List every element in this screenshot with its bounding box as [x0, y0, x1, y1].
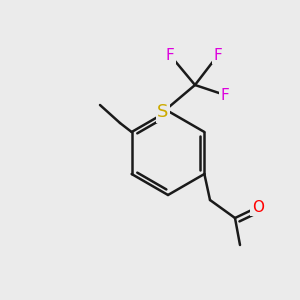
Text: F: F: [166, 47, 174, 62]
Text: F: F: [214, 47, 222, 62]
Text: S: S: [157, 103, 169, 121]
Text: O: O: [252, 200, 264, 214]
Text: F: F: [220, 88, 230, 103]
